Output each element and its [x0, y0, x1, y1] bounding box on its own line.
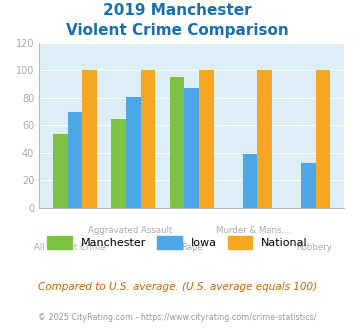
Bar: [111, 118, 126, 208]
Legend: Manchester, Iowa, National: Manchester, Iowa, National: [47, 236, 308, 248]
Text: Murder & Mans...: Murder & Mans...: [216, 226, 290, 235]
Bar: [141, 70, 155, 208]
Bar: [199, 70, 214, 208]
Bar: [53, 134, 67, 208]
Text: 2019 Manchester: 2019 Manchester: [103, 3, 252, 18]
Bar: [82, 70, 97, 208]
Bar: [67, 112, 82, 208]
Text: Aggravated Assault: Aggravated Assault: [88, 226, 173, 235]
Text: Violent Crime Comparison: Violent Crime Comparison: [66, 23, 289, 38]
Bar: [301, 163, 316, 208]
Bar: [316, 70, 331, 208]
Text: All Violent Crime: All Violent Crime: [34, 243, 105, 251]
Bar: [257, 70, 272, 208]
Text: © 2025 CityRating.com - https://www.cityrating.com/crime-statistics/: © 2025 CityRating.com - https://www.city…: [38, 314, 317, 322]
Bar: [184, 88, 199, 208]
Bar: [126, 96, 141, 208]
Bar: [170, 77, 184, 208]
Text: Robbery: Robbery: [296, 243, 332, 251]
Text: Compared to U.S. average. (U.S. average equals 100): Compared to U.S. average. (U.S. average …: [38, 282, 317, 292]
Bar: [243, 154, 257, 208]
Text: Rape: Rape: [181, 243, 203, 251]
